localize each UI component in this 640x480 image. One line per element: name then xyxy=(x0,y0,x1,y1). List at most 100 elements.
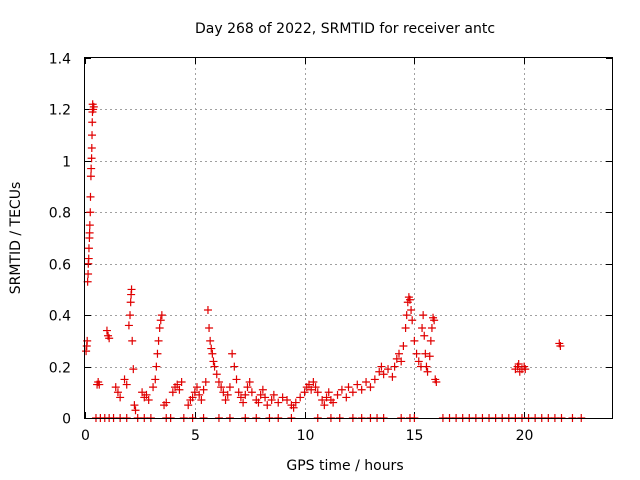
data-point xyxy=(410,336,419,345)
y-tick-label: 0.4 xyxy=(49,309,71,325)
data-point xyxy=(311,383,320,392)
data-point xyxy=(263,401,272,410)
data-point xyxy=(353,380,362,389)
data-point xyxy=(322,393,331,402)
data-point xyxy=(126,298,135,307)
data-point xyxy=(405,295,414,304)
data-point xyxy=(155,324,164,332)
data-point xyxy=(138,388,147,397)
data-point xyxy=(84,270,93,278)
data-point xyxy=(304,380,313,389)
plot-frame xyxy=(84,57,613,419)
data-point xyxy=(124,321,133,330)
data-point xyxy=(88,118,97,127)
data-point xyxy=(291,398,300,407)
data-point xyxy=(283,396,292,404)
data-point xyxy=(203,306,212,314)
grid-layer xyxy=(85,58,612,418)
data-point xyxy=(379,370,388,379)
data-point xyxy=(247,388,256,397)
x-axis-label: GPS time / hours xyxy=(286,458,403,474)
data-point xyxy=(86,192,95,201)
data-point xyxy=(408,316,417,325)
data-point xyxy=(87,144,96,152)
tick-layer: 0 5 10 15 20 0 0.2 0.4 0.6 0.8 1 1.2 1.4 xyxy=(49,52,612,444)
data-point xyxy=(324,388,333,397)
data-point xyxy=(556,342,565,350)
data-point xyxy=(87,164,96,173)
data-point xyxy=(245,378,254,386)
data-point xyxy=(232,375,241,384)
data-point xyxy=(390,362,399,371)
data-point xyxy=(206,336,215,345)
data-point xyxy=(348,388,357,397)
data-point xyxy=(243,383,252,392)
data-point xyxy=(201,378,210,386)
data-point xyxy=(267,396,276,404)
data-point xyxy=(111,383,120,392)
data-point xyxy=(82,347,91,356)
data-point xyxy=(427,324,436,332)
data-point xyxy=(157,311,166,320)
data-point xyxy=(375,367,384,376)
data-point xyxy=(129,365,138,374)
data-point xyxy=(420,331,429,340)
data-point xyxy=(425,352,434,361)
data-point xyxy=(221,396,230,404)
data-point xyxy=(230,362,239,371)
data-point xyxy=(256,390,265,399)
data-point xyxy=(197,396,206,404)
data-point xyxy=(296,393,305,402)
data-point xyxy=(126,311,135,320)
y-tick-label: 0.8 xyxy=(49,206,71,222)
data-point xyxy=(333,390,342,399)
data-point xyxy=(236,393,245,402)
data-point xyxy=(225,383,234,392)
y-tick-label: 0.2 xyxy=(49,361,71,377)
data-point xyxy=(418,324,427,332)
data-point xyxy=(102,326,111,335)
data-point xyxy=(88,131,97,140)
data-point xyxy=(195,390,204,399)
y-tick-label: 1.2 xyxy=(49,103,71,119)
data-point xyxy=(384,365,393,374)
data-point xyxy=(85,228,94,237)
data-point xyxy=(151,375,160,384)
data-point xyxy=(116,393,125,402)
data-point xyxy=(190,388,199,397)
data-point xyxy=(392,354,401,363)
data-point xyxy=(318,396,327,404)
data-point xyxy=(142,390,151,399)
data-point xyxy=(217,383,226,392)
data-point xyxy=(274,398,283,407)
data-point xyxy=(152,362,161,371)
data-point xyxy=(127,285,136,294)
data-point xyxy=(269,390,278,399)
data-point xyxy=(239,398,248,407)
data-point xyxy=(344,383,353,392)
data-point xyxy=(85,221,94,230)
y-tick-label: 0.6 xyxy=(49,258,71,274)
data-point xyxy=(212,370,221,379)
data-point xyxy=(223,390,232,399)
data-point xyxy=(388,372,397,381)
data-point xyxy=(228,349,237,358)
data-point xyxy=(89,102,98,111)
data-point xyxy=(173,380,182,389)
data-point xyxy=(289,403,298,412)
data-point xyxy=(422,362,431,371)
x-tick-label: 10 xyxy=(297,428,315,444)
x-tick-label: 0 xyxy=(81,428,90,444)
data-point xyxy=(421,349,430,358)
data-point xyxy=(208,349,217,358)
data-point xyxy=(514,360,523,368)
data-point xyxy=(130,401,139,410)
data-point xyxy=(205,324,214,332)
data-point xyxy=(395,349,404,358)
data-point xyxy=(153,349,162,358)
data-point xyxy=(177,378,186,386)
x-tick-label: 20 xyxy=(516,428,534,444)
data-point xyxy=(377,362,386,371)
data-point xyxy=(87,154,96,163)
